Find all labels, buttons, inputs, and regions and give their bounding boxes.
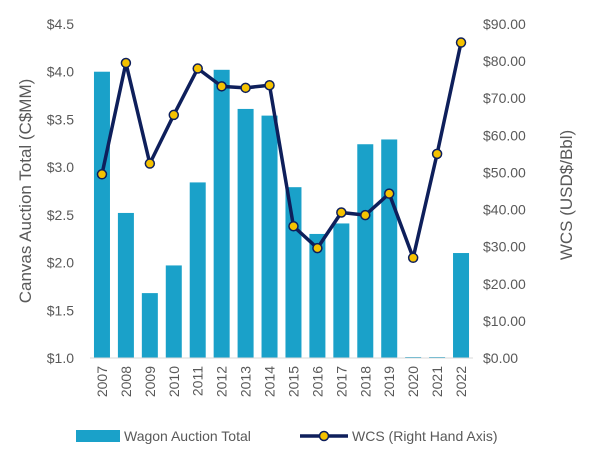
wcs-point-2013 (240, 82, 251, 94)
legend-swatch-bar (76, 430, 120, 442)
wcs-point-2009 (144, 158, 156, 169)
bar-2018 (357, 144, 374, 358)
right-y-tick-label: $40.00 (483, 202, 526, 218)
wcs-point-2007 (96, 169, 108, 180)
x-tick-label: 2009 (142, 366, 158, 397)
x-tick-label: 2019 (381, 366, 397, 397)
bar-2015 (285, 187, 302, 358)
bar-2010 (165, 265, 182, 358)
x-tick-label: 2010 (166, 366, 182, 397)
x-tick-label: 2011 (190, 366, 206, 396)
x-tick-label: 2008 (118, 366, 134, 397)
x-tick-label: 2020 (405, 366, 421, 397)
bar-2008 (117, 212, 134, 358)
wcs-point-2012 (216, 81, 227, 92)
right-y-tick-label: $80.00 (483, 53, 526, 69)
wcs-point-2017 (336, 207, 347, 218)
bar-2019 (381, 139, 398, 358)
left-y-tick-label: $2.5 (47, 207, 74, 223)
x-tick-label: 2017 (333, 366, 349, 397)
wcs-line (100, 42, 463, 260)
right-y-tick-label: $0.00 (483, 350, 518, 366)
left-y-tick-label: $1.5 (47, 302, 74, 318)
right-y-tick-label: $90.00 (483, 16, 526, 32)
right-y-axis-title: WCS (USD$/Bbl) (557, 130, 576, 260)
x-tick-label: 2021 (429, 366, 445, 397)
right-y-tick-label: $10.00 (483, 313, 526, 329)
bar-2013 (237, 108, 254, 358)
wcs-point-2021 (431, 148, 443, 160)
left-y-tick-label: $1.0 (47, 350, 74, 366)
wcs-point-2020 (407, 252, 419, 264)
bar-2012 (213, 69, 230, 358)
x-tick-label: 2014 (262, 366, 278, 397)
bar-2011 (189, 182, 206, 358)
bar-2014 (261, 115, 278, 359)
wcs-point-2019 (383, 188, 395, 199)
wcs-point-2011 (192, 63, 203, 74)
bar-2007 (93, 71, 110, 358)
bar-2009 (141, 293, 158, 358)
right-y-tick-label: $50.00 (483, 164, 526, 180)
bar-2017 (333, 223, 350, 358)
x-tick-label: 2018 (357, 366, 373, 397)
right-y-tick-label: $30.00 (483, 239, 526, 255)
legend-swatch-marker (318, 430, 330, 442)
left-y-tick-label: $4.5 (47, 16, 74, 32)
wcs-point-2018 (360, 209, 371, 221)
left-y-tick-label: $3.5 (47, 111, 74, 127)
wcs-point-2016 (312, 242, 323, 254)
left-y-tick-label: $3.0 (47, 159, 74, 175)
x-tick-label: 2016 (309, 366, 325, 397)
left-y-tick-label: $2.0 (47, 255, 74, 271)
left-y-axis-title: Canvas Auction Total (C$MM) (16, 79, 35, 304)
bar-2022 (453, 253, 470, 358)
right-y-tick-label: $60.00 (483, 127, 526, 143)
x-tick-label: 2012 (214, 366, 230, 397)
wcs-point-2008 (120, 57, 132, 69)
bar-2016 (309, 233, 326, 358)
wcs-point-2014 (264, 79, 275, 91)
right-y-tick-label: $20.00 (483, 276, 526, 292)
x-tick-label: 2022 (453, 366, 469, 397)
left-y-tick-label: $4.0 (47, 64, 74, 80)
right-y-tick-label: $70.00 (483, 90, 526, 106)
x-tick-label: 2013 (238, 366, 254, 397)
legend-label-wagon-auction-total: Wagon Auction Total (124, 428, 251, 444)
wcs-point-2010 (168, 109, 180, 121)
legend-label-wcs: WCS (Right Hand Axis) (352, 428, 497, 444)
wcs-point-2015 (288, 221, 299, 232)
x-tick-label: 2007 (94, 366, 110, 397)
x-tick-label: 2015 (285, 366, 301, 397)
wcs-point-2022 (455, 37, 467, 48)
